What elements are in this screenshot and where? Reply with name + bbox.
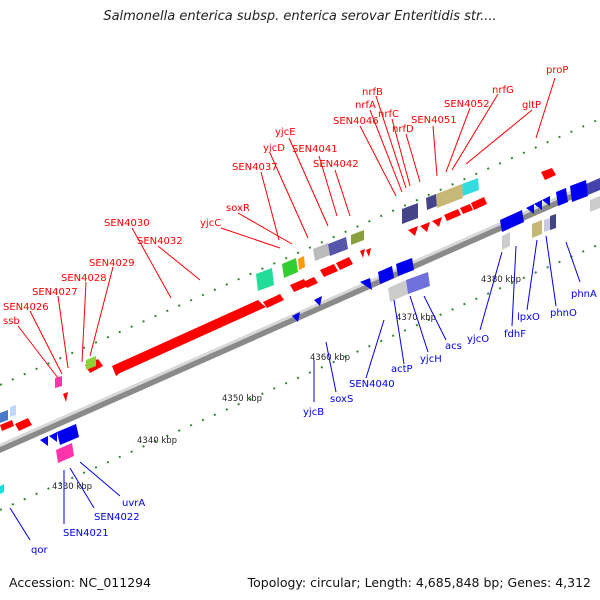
gene-label: gltP xyxy=(522,100,541,111)
gene-label: SEN4029 xyxy=(89,258,135,269)
tick-label: 4340 kbp xyxy=(137,436,177,446)
gene-label: SEN4037 xyxy=(232,162,278,173)
gene-label: SEN4026 xyxy=(3,302,49,313)
gene-label: yjcH xyxy=(420,354,442,365)
gene-label: nrfG xyxy=(492,85,514,96)
gene-label: nrfB xyxy=(362,87,383,98)
reverse-gene-labels xyxy=(9,235,581,541)
gene-label: SEN4030 xyxy=(104,218,150,229)
tick-label: 4330 kbp xyxy=(52,482,92,492)
gene-label: nrfD xyxy=(392,124,414,135)
tick-label: 4350 kbp xyxy=(222,394,262,404)
tick-label: 4380 kbp xyxy=(481,275,521,285)
genome-backbone xyxy=(0,178,600,453)
gene-label: lpxO xyxy=(517,312,540,323)
gene-label: yjcB xyxy=(303,407,324,418)
kbp-ticks: 4330 kbp 4340 kbp 4350 kbp 4360 kbp 4370… xyxy=(52,275,521,492)
gene-label: acs xyxy=(445,341,462,352)
tick-marks xyxy=(0,118,600,511)
gene-label: qor xyxy=(31,545,48,556)
forward-genes xyxy=(0,168,556,431)
forward-gene-labels xyxy=(17,77,556,379)
gene-label: soxR xyxy=(226,203,250,214)
gene-label: phnO xyxy=(550,308,577,319)
gene-label: yjcD xyxy=(263,143,285,154)
gene-label: SEN4021 xyxy=(63,528,109,539)
gene-label: fdhF xyxy=(504,329,526,340)
gene-label: soxS xyxy=(330,394,353,405)
gene-label: actP xyxy=(391,364,413,375)
gene-label: SEN4041 xyxy=(292,144,338,155)
gene-label: nrfC xyxy=(378,109,399,120)
gene-label: uvrA xyxy=(122,498,145,509)
gene-label: nrfA xyxy=(355,100,376,111)
gene-label: SEN4032 xyxy=(137,236,183,247)
gene-label: SEN4052 xyxy=(444,99,490,110)
gene-label: yjcC xyxy=(200,218,221,229)
tick-label: 4360 kbp xyxy=(310,353,350,363)
genome-summary: Topology: circular; Length: 4,685,848 bp… xyxy=(247,575,591,590)
gene-label: SEN4028 xyxy=(61,273,107,284)
gene-label: yjcO xyxy=(467,334,489,345)
reverse-gene-names: qor SEN4021 SEN4022 uvrA yjcB soxS SEN40… xyxy=(31,289,597,556)
gene-label: SEN4027 xyxy=(32,287,78,298)
gene-label: SEN4022 xyxy=(94,512,140,523)
reverse-genes xyxy=(0,180,588,494)
gene-label: yjcE xyxy=(275,127,296,138)
accession-info: Accession: NC_011294 xyxy=(9,575,152,590)
gene-label: SEN4040 xyxy=(349,379,395,390)
gene-label: SEN4051 xyxy=(411,115,457,126)
gene-label: phnA xyxy=(571,289,597,300)
gene-label: SEN4042 xyxy=(313,159,359,170)
feature-blocks xyxy=(0,178,600,423)
gene-label: SEN4046 xyxy=(333,116,379,127)
gene-label: proP xyxy=(546,65,568,76)
gene-label: ssb xyxy=(3,316,20,327)
map-title: Salmonella enterica subsp. enterica sero… xyxy=(103,9,497,24)
forward-gene-names: ssb SEN4026 SEN4027 SEN4028 SEN4029 SEN4… xyxy=(3,65,568,327)
tick-label: 4370 kbp xyxy=(396,313,436,323)
